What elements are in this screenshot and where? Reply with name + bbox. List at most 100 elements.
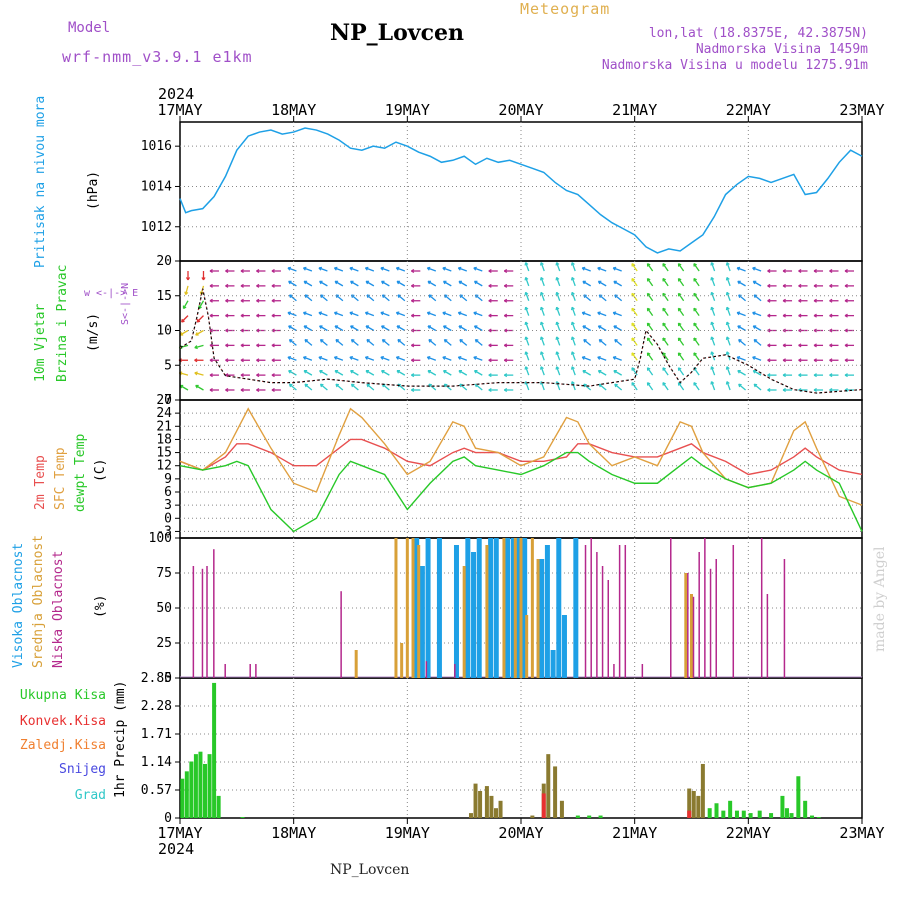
wind-arrow <box>726 306 731 316</box>
wind-arrow <box>662 352 669 361</box>
wind-arrow <box>443 383 452 391</box>
precip-legend-item: Konvek.Kisa <box>20 714 106 729</box>
cloud-bar-high <box>573 538 579 678</box>
wind-arrow-head <box>350 384 354 388</box>
wind-arrow <box>185 285 189 295</box>
precip-bar-total <box>498 800 503 818</box>
wind-arrow-head <box>829 270 833 274</box>
wind-arrow-head <box>457 312 461 316</box>
wind-arrow-head <box>333 356 337 360</box>
cloud-bar-high <box>516 538 522 678</box>
wind-arrow-head <box>570 277 573 281</box>
wind-arrow-head <box>725 321 728 326</box>
wind-arrow-head <box>813 285 817 288</box>
wind-arrow <box>613 370 622 376</box>
cloud-unit-label: (%) <box>93 595 108 618</box>
wind-arrow-head <box>334 325 338 329</box>
temp-unit-label: (C) <box>93 459 108 482</box>
wind-arrow-head <box>710 336 713 340</box>
cloud-bar-low <box>340 591 342 678</box>
y-tick-label: 12 <box>156 459 172 474</box>
model-name: wrf-nmm_v3.9.1 e1km <box>62 48 253 66</box>
wind-arrow-head <box>350 370 353 374</box>
wind-arrow-head <box>555 351 558 355</box>
cloud-bar-low <box>624 545 627 678</box>
wind-arrow-head <box>443 384 446 388</box>
wind-arrow <box>726 277 731 287</box>
wind-arrow-head <box>725 381 728 385</box>
wind-arrow <box>662 293 669 302</box>
wind-arrow <box>693 382 700 391</box>
cloud-bar-mid <box>462 566 466 678</box>
wind-arrow-head <box>181 320 185 323</box>
elevation-label: Nadmorska Visina 1459m <box>695 42 868 57</box>
wind-arrow <box>677 382 685 391</box>
wind-arrow-head <box>767 270 771 274</box>
wind-arrow <box>752 267 762 272</box>
wind-arrow <box>582 356 591 361</box>
wind-arrow-head <box>710 262 713 266</box>
wind-arrow-head <box>738 294 741 298</box>
wind-arrow <box>525 381 530 391</box>
precip-bar-total <box>598 815 603 818</box>
wind-arrow-head <box>597 267 601 271</box>
wind-arrow-head <box>798 344 802 348</box>
cloud-bar-mid <box>405 538 409 678</box>
wind-arrow-head <box>287 312 291 316</box>
cloud-bar-low <box>584 545 587 678</box>
wind-arrow <box>443 280 452 287</box>
wind-arrow-head <box>613 370 616 374</box>
wind-arrow-head <box>767 315 771 318</box>
wind-arrow <box>631 307 638 316</box>
wind-arrow-head <box>256 344 260 348</box>
x-tick-label: 19MAY <box>385 101 430 119</box>
wind-arrow <box>319 280 328 287</box>
wind-arrow-head <box>524 351 527 355</box>
temp-dewpt-label: dewpt Temp <box>73 434 88 512</box>
y-tick-label: -3 <box>156 524 172 539</box>
y-tick-label: 0 <box>164 671 172 686</box>
wind-arrow <box>646 337 654 346</box>
wind-arrow-head <box>524 366 527 370</box>
wind-arrow <box>442 311 452 317</box>
wind-arrow-head <box>209 285 213 288</box>
wind-arrow-head <box>458 370 461 374</box>
wind-arrow-head <box>185 292 189 296</box>
wind-arrow <box>646 263 654 272</box>
cloud-bar-high <box>425 538 431 678</box>
wind-arrow <box>612 267 622 272</box>
wind-arrow <box>693 322 700 331</box>
wind-arrow-head <box>782 315 786 318</box>
wind-arrow <box>289 294 297 302</box>
wind-arrow <box>710 277 716 287</box>
wind-arrow <box>631 263 638 272</box>
wind-arrow-head <box>555 366 558 370</box>
precip-bar-total <box>207 754 212 818</box>
wind-arrow <box>442 356 452 361</box>
cloud-bar-mid <box>690 594 693 678</box>
wind-arrow <box>428 383 437 391</box>
wind-arrow-head <box>488 389 492 393</box>
cloud-bar-low <box>618 545 621 678</box>
wind-arrow <box>288 370 297 376</box>
wind-arrow-head <box>302 267 306 271</box>
wind-arrow <box>525 351 530 361</box>
wind-arrow-head <box>582 370 585 374</box>
wind-arrow <box>753 339 762 346</box>
wind-arrow <box>334 356 344 361</box>
precip-bar-total <box>741 810 746 818</box>
cloud-bar-mid <box>519 538 523 678</box>
y-tick-label: 25 <box>156 636 172 651</box>
wind-arrow-head <box>428 339 431 343</box>
y-tick-label: 3 <box>164 498 172 513</box>
wind-arrow <box>693 337 700 346</box>
wind-arrow-head <box>319 325 322 329</box>
wind-arrow-head <box>381 325 384 329</box>
wind-arrow <box>598 325 607 332</box>
cloud-bar-low <box>596 552 598 678</box>
wind-arrow-head <box>598 339 601 343</box>
y-tick-label: 1016 <box>141 139 172 154</box>
wind-axis-label: 10m Vjetar <box>33 304 48 382</box>
wind-arrow-head <box>196 320 201 323</box>
wind-arrow-head <box>488 374 492 378</box>
